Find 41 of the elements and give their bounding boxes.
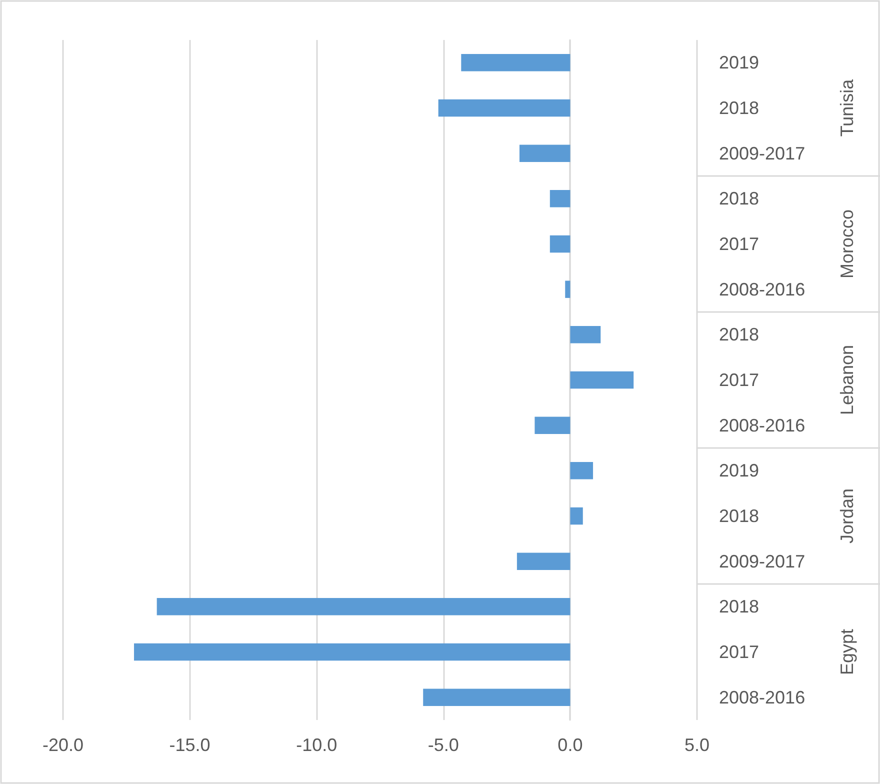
y-tick-label: 2009-2017 (719, 143, 806, 164)
y-tick-label: 2018 (719, 506, 760, 526)
y-tick-label: 2008-2016 (719, 415, 806, 436)
y-tick-label: 2018 (719, 188, 760, 209)
x-tick-label: -10.0 (296, 735, 338, 755)
y-tick-label: 2008-2016 (719, 687, 806, 708)
bar (570, 462, 594, 480)
y-tick-label: 2017 (719, 370, 760, 390)
bar (570, 371, 634, 389)
text: Jordan (837, 488, 857, 544)
y-tick-label: 2008-2016 (719, 279, 806, 300)
x-tick-label: -5.0 (428, 735, 459, 755)
bar (134, 643, 570, 661)
bar (565, 280, 570, 298)
x-tick-label: -15.0 (169, 735, 210, 755)
bar (570, 507, 583, 525)
y-tick-label: 2009-2017 (719, 551, 806, 572)
x-tick-label: 5.0 (684, 735, 710, 755)
y-tick-label: 2018 (719, 324, 760, 345)
text: Morocco (837, 209, 857, 279)
bar (519, 144, 570, 162)
text: Egypt (837, 628, 857, 676)
bar (550, 190, 570, 208)
bar (550, 235, 570, 253)
y-tick-label: 2019 (719, 460, 760, 481)
bar (156, 598, 570, 616)
bar (438, 99, 570, 117)
x-tick-label: -20.0 (42, 735, 84, 755)
y-tick-label: 2018 (719, 98, 760, 118)
y-tick-label: 2017 (719, 642, 760, 662)
text: Lebanon (837, 344, 857, 416)
bar (461, 54, 570, 72)
y-tick-label: 2018 (719, 596, 760, 617)
text: Tunisia (837, 78, 857, 137)
bar (570, 326, 601, 344)
y-tick-label: 2017 (719, 234, 760, 254)
bar (423, 688, 570, 706)
bar (534, 416, 570, 434)
x-tick-label: 0.0 (558, 735, 583, 755)
y-tick-label: 2019 (719, 52, 760, 73)
bar (516, 552, 570, 570)
